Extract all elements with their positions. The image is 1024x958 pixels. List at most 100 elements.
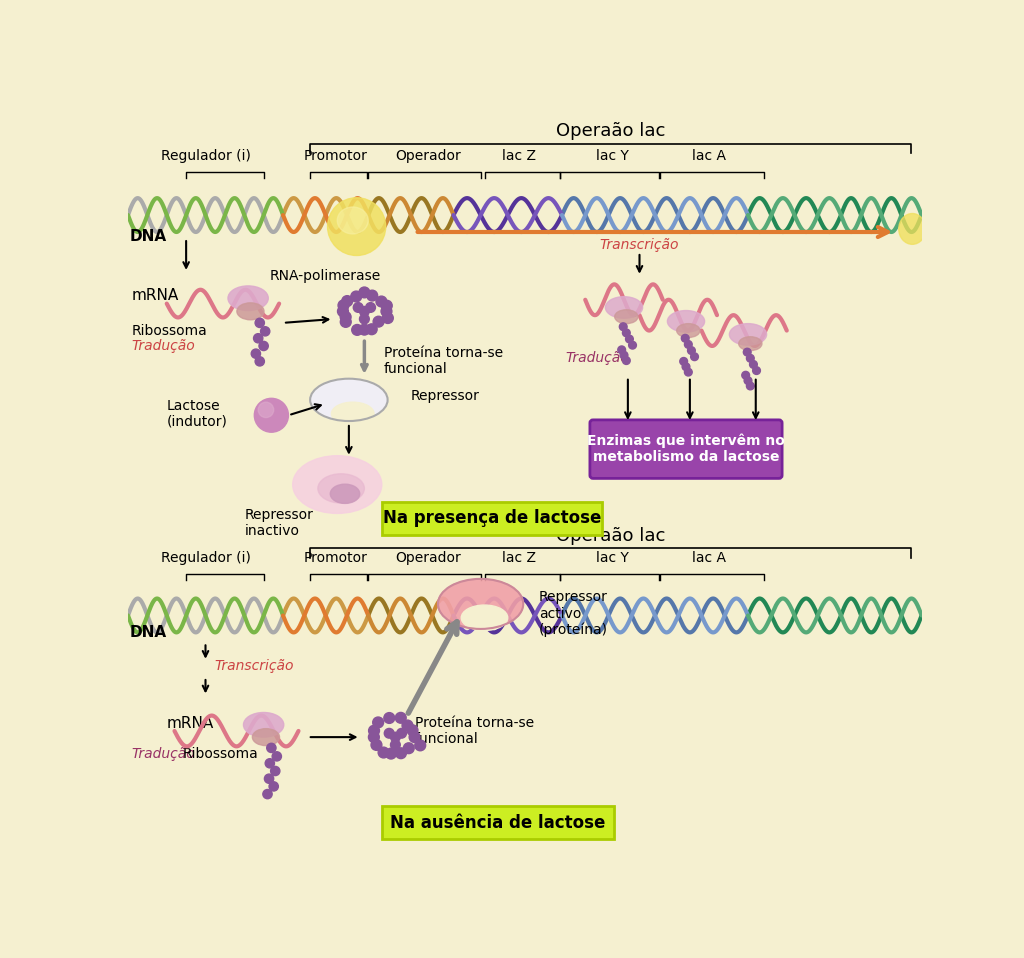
Circle shape (373, 316, 384, 327)
Circle shape (378, 747, 389, 758)
Circle shape (753, 367, 761, 375)
Circle shape (746, 354, 755, 362)
Circle shape (264, 774, 273, 784)
Ellipse shape (677, 324, 700, 337)
Circle shape (265, 759, 274, 768)
Circle shape (396, 728, 407, 738)
Circle shape (629, 341, 636, 349)
Text: lac Z: lac Z (503, 552, 537, 565)
Text: Operador: Operador (395, 148, 461, 163)
Circle shape (684, 368, 692, 376)
Text: DNA: DNA (130, 229, 167, 244)
Ellipse shape (337, 207, 369, 234)
Text: Operador: Operador (395, 552, 461, 565)
Text: Tradução: Tradução (132, 747, 196, 761)
Text: Promotor: Promotor (304, 552, 368, 565)
Circle shape (744, 376, 752, 384)
Circle shape (681, 334, 689, 342)
Text: Promotor: Promotor (304, 148, 368, 163)
Circle shape (680, 357, 687, 365)
Text: lac A: lac A (692, 552, 726, 565)
Circle shape (251, 349, 260, 358)
Circle shape (338, 300, 349, 310)
Circle shape (376, 296, 387, 307)
Circle shape (270, 766, 280, 776)
Ellipse shape (738, 336, 762, 351)
Circle shape (371, 740, 382, 750)
Circle shape (342, 296, 352, 307)
Circle shape (381, 306, 392, 317)
Circle shape (366, 303, 376, 312)
Circle shape (402, 720, 413, 731)
Circle shape (359, 314, 370, 324)
Ellipse shape (614, 309, 638, 324)
Text: Proteína torna-se
funcional: Proteína torna-se funcional (384, 346, 503, 376)
Text: Transcrição: Transcrição (215, 658, 294, 673)
Circle shape (352, 325, 362, 335)
Circle shape (682, 363, 690, 371)
Circle shape (254, 399, 289, 432)
Circle shape (254, 333, 263, 343)
Circle shape (621, 352, 628, 359)
Circle shape (373, 717, 384, 728)
Text: Enzimas que intervêm no
metabolismo da lactose: Enzimas que intervêm no metabolismo da l… (587, 434, 785, 465)
Text: DNA: DNA (130, 625, 167, 640)
Text: Repressor
inactivo: Repressor inactivo (245, 508, 313, 537)
Text: lac A: lac A (692, 148, 726, 163)
Ellipse shape (668, 310, 705, 332)
Text: Repressor
activo
(proteína): Repressor activo (proteína) (539, 590, 608, 637)
Text: Na ausência de lactose: Na ausência de lactose (390, 813, 606, 832)
Circle shape (338, 306, 348, 317)
Ellipse shape (244, 713, 284, 737)
Circle shape (623, 329, 630, 336)
Ellipse shape (899, 214, 926, 244)
Text: Ribossoma: Ribossoma (132, 324, 208, 337)
Circle shape (269, 782, 279, 791)
FancyBboxPatch shape (382, 807, 614, 839)
Circle shape (395, 748, 407, 759)
FancyBboxPatch shape (382, 502, 602, 535)
Circle shape (369, 725, 380, 736)
Circle shape (260, 327, 270, 336)
Circle shape (263, 789, 272, 799)
Ellipse shape (237, 303, 264, 320)
Circle shape (258, 402, 273, 418)
Circle shape (626, 335, 633, 343)
Circle shape (255, 356, 264, 366)
Circle shape (259, 341, 268, 351)
Circle shape (410, 732, 420, 742)
Text: lac Z: lac Z (503, 148, 537, 163)
Ellipse shape (317, 474, 365, 503)
Circle shape (623, 356, 630, 364)
Text: RNA-polimerase: RNA-polimerase (270, 269, 381, 283)
FancyBboxPatch shape (590, 420, 782, 478)
Circle shape (390, 732, 400, 742)
Circle shape (382, 312, 393, 324)
Circle shape (390, 740, 400, 750)
Text: lac Y: lac Y (596, 148, 629, 163)
Circle shape (743, 349, 751, 356)
Text: Regulador (i): Regulador (i) (161, 148, 251, 163)
Circle shape (746, 382, 755, 390)
Ellipse shape (293, 456, 382, 513)
Circle shape (620, 323, 627, 331)
Circle shape (617, 346, 626, 354)
Text: Proteína torna-se
funcional: Proteína torna-se funcional (415, 716, 534, 745)
Ellipse shape (605, 297, 643, 318)
Circle shape (384, 728, 394, 738)
Circle shape (386, 748, 396, 759)
Circle shape (395, 713, 407, 723)
Ellipse shape (729, 324, 767, 345)
Circle shape (687, 347, 695, 354)
Circle shape (359, 324, 370, 335)
Ellipse shape (328, 197, 386, 256)
Circle shape (353, 303, 364, 312)
Ellipse shape (228, 285, 268, 310)
Text: Operaão lac: Operaão lac (556, 527, 666, 544)
Circle shape (266, 743, 276, 753)
Circle shape (351, 291, 361, 302)
Circle shape (359, 307, 370, 316)
Text: Na presença de lactose: Na presença de lactose (383, 510, 601, 528)
Ellipse shape (461, 605, 508, 630)
Text: lac Y: lac Y (596, 552, 629, 565)
